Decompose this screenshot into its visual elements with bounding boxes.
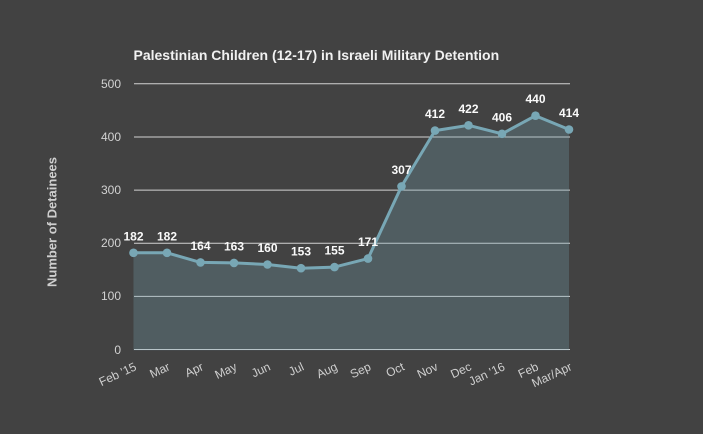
svg-text:171: 171 bbox=[358, 235, 378, 249]
svg-text:182: 182 bbox=[157, 229, 177, 243]
svg-text:400: 400 bbox=[101, 130, 121, 144]
svg-text:155: 155 bbox=[324, 244, 344, 258]
svg-text:164: 164 bbox=[190, 239, 210, 253]
svg-text:Palestinian Children (12-17) i: Palestinian Children (12-17) in Israeli … bbox=[134, 47, 500, 63]
svg-text:500: 500 bbox=[101, 77, 121, 91]
svg-text:100: 100 bbox=[101, 289, 121, 303]
svg-text:200: 200 bbox=[101, 236, 121, 250]
svg-text:406: 406 bbox=[492, 110, 512, 124]
svg-text:414: 414 bbox=[559, 106, 579, 120]
svg-text:300: 300 bbox=[101, 183, 121, 197]
svg-text:412: 412 bbox=[425, 107, 445, 121]
svg-text:163: 163 bbox=[224, 239, 244, 253]
svg-text:307: 307 bbox=[391, 163, 411, 177]
svg-text:0: 0 bbox=[114, 343, 121, 357]
svg-text:440: 440 bbox=[525, 92, 545, 106]
svg-text:Number of Detainees: Number of Detainees bbox=[45, 157, 60, 287]
svg-text:Jul: Jul bbox=[286, 360, 306, 379]
svg-text:422: 422 bbox=[458, 102, 478, 116]
svg-text:160: 160 bbox=[257, 241, 277, 255]
svg-text:153: 153 bbox=[291, 245, 311, 259]
svg-text:182: 182 bbox=[123, 229, 143, 243]
